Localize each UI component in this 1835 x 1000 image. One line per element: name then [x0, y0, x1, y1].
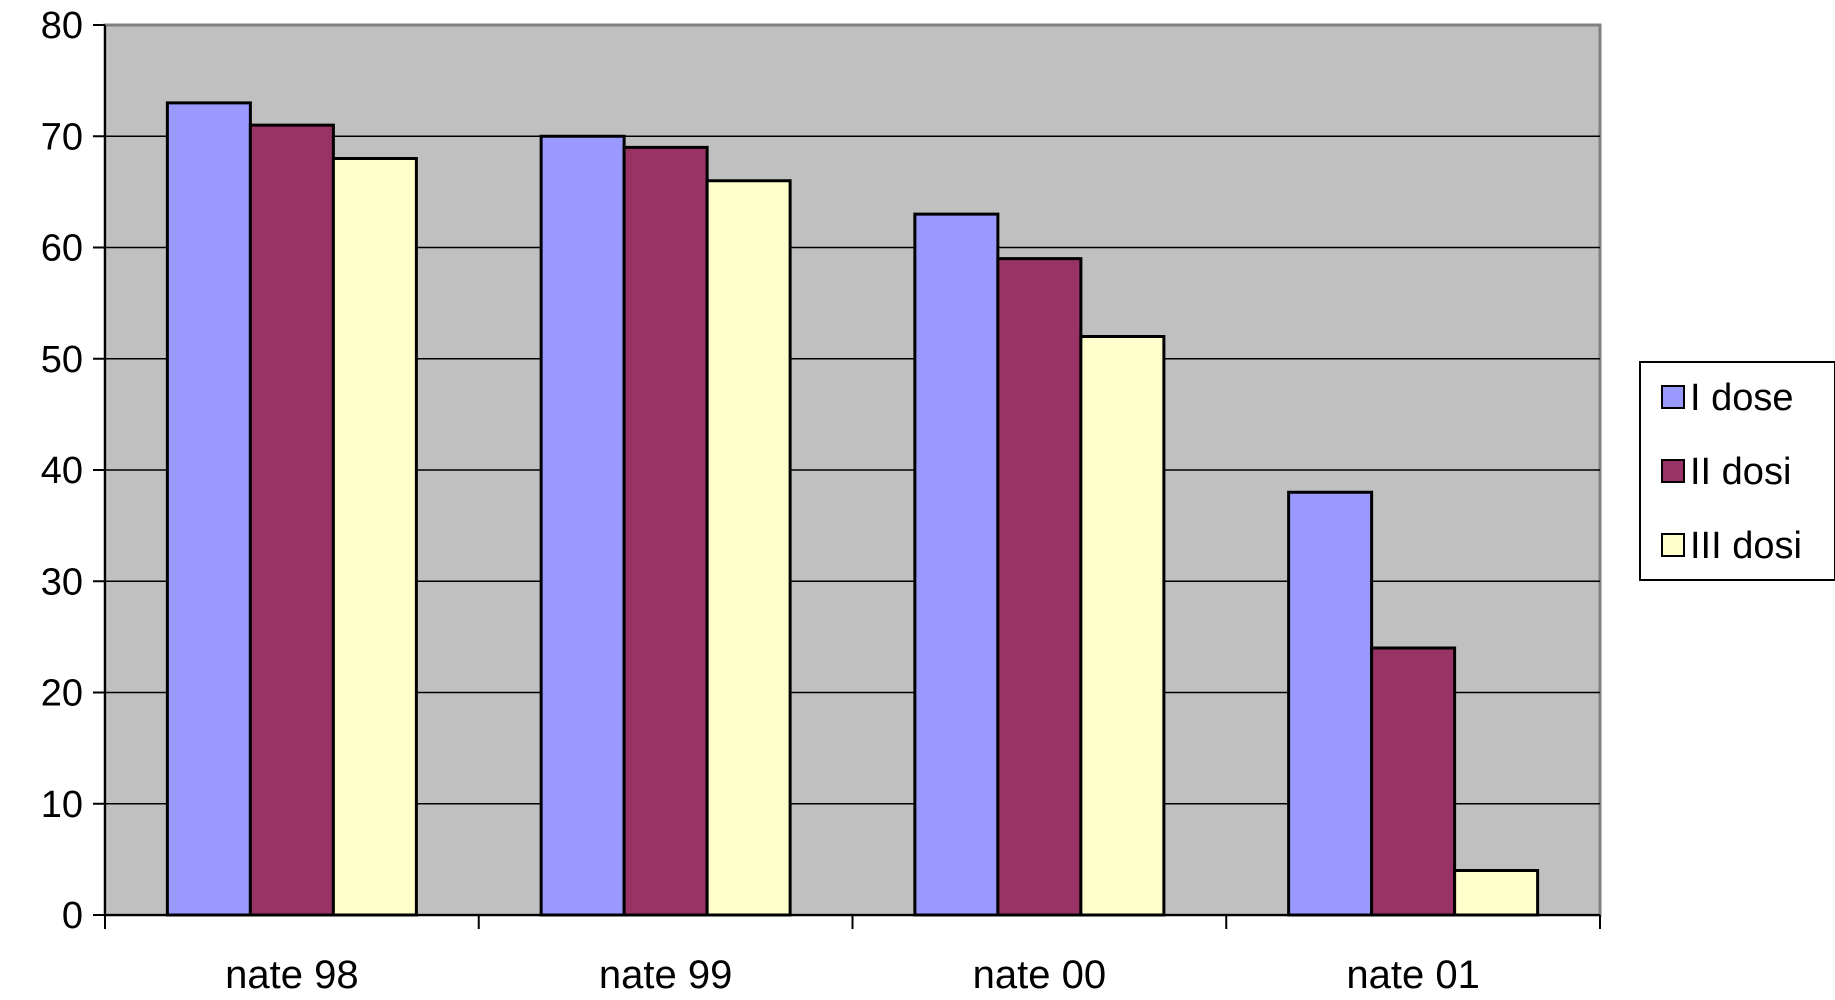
bars [165, 101, 1540, 917]
y-tick-label: 70 [41, 116, 83, 158]
y-tick-label: 20 [41, 673, 83, 715]
bar-nate-99-series-2 [622, 145, 709, 917]
legend-swatch [1661, 385, 1685, 409]
bar-nate-98-series-1 [165, 101, 252, 917]
y-tick-label: 40 [41, 450, 83, 492]
legend-label: I dose [1690, 377, 1794, 419]
bar-nate-98-series-3 [331, 157, 418, 917]
y-tick-label: 60 [41, 228, 83, 270]
bar-nate-01-series-1 [1287, 490, 1374, 917]
bar-nate-01-series-3 [1453, 869, 1540, 917]
legend: I dose II dosi III dosi [1639, 361, 1835, 581]
y-tick-label: 50 [41, 339, 83, 381]
bar-nate-01-series-2 [1370, 646, 1457, 917]
y-tick-label: 30 [41, 561, 83, 603]
legend-swatch [1661, 533, 1685, 557]
x-tick-label: nate 98 [225, 953, 358, 995]
bar-nate-00-series-3 [1079, 335, 1166, 917]
legend-label: II dosi [1690, 451, 1791, 493]
legend-swatch [1661, 459, 1685, 483]
y-tick-label: 10 [41, 784, 83, 826]
y-tick-label: 80 [41, 5, 83, 47]
bar-nate-00-series-1 [913, 212, 1000, 917]
x-tick-label: nate 01 [1346, 953, 1479, 995]
x-tick-label: nate 99 [599, 953, 732, 995]
bar-nate-98-series-2 [248, 123, 335, 917]
legend-label: III dosi [1690, 525, 1802, 567]
bar-nate-99-series-1 [539, 134, 626, 917]
y-tick-label: 0 [62, 895, 83, 937]
axes: 0 10 20 30 40 50 60 70 80 nate 98 nate 99 nate 00 na… [41, 5, 1601, 997]
x-tick-label: nate 00 [973, 953, 1106, 995]
bar-nate-00-series-2 [996, 257, 1083, 917]
bar-nate-99-series-3 [705, 179, 792, 917]
